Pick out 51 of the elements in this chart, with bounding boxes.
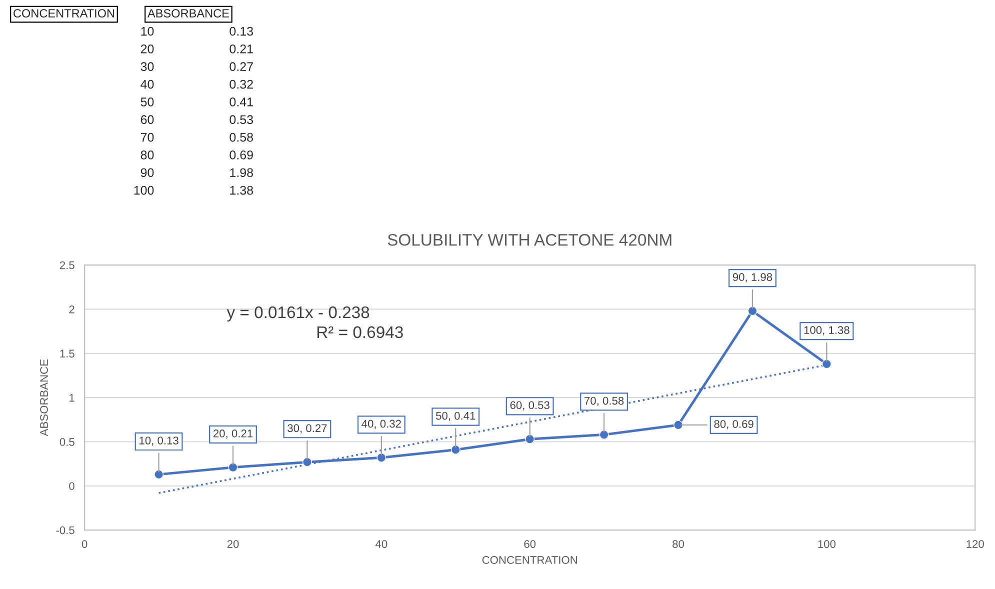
data-label: 100, 1.38 <box>804 326 850 336</box>
x-tick-label: 60 <box>524 540 536 548</box>
y-tick-label: 2 <box>69 305 74 314</box>
point <box>525 434 535 444</box>
x-tick-label: 120 <box>966 540 984 548</box>
y-axis-title: ABSORBANCE <box>40 359 48 436</box>
text: 20 0.21 <box>140 44 253 54</box>
text: 90 1.98 <box>140 168 253 178</box>
text: CONCENTRATION <box>14 9 114 18</box>
point <box>450 444 460 454</box>
annotation: y = 0.0161x - 0.238 <box>226 306 370 322</box>
data-label: 40, 0.32 <box>362 420 401 429</box>
annotation: R² = 0.6943 <box>317 326 403 338</box>
data-label: 90, 1.98 <box>732 273 772 282</box>
point <box>154 470 164 480</box>
text: 30 0.27 <box>140 62 253 72</box>
text: ABSORBANCE <box>147 9 229 18</box>
text: 100 1.38 <box>134 186 253 195</box>
x-tick-label: 100 <box>818 540 836 548</box>
x-tick-label: 40 <box>375 540 388 548</box>
y-tick-label: 1.5 <box>60 350 74 358</box>
point <box>302 457 312 467</box>
y-tick-label: 1 <box>70 394 74 402</box>
data-label: 60, 0.53 <box>510 401 550 410</box>
point <box>599 430 609 440</box>
point <box>748 306 758 316</box>
text: 70 0.58 <box>140 132 253 142</box>
text: 40 0.32 <box>140 80 253 89</box>
text: 60 0.53 <box>140 115 253 124</box>
text: 50 0.41 <box>140 98 253 106</box>
data-label: 30, 0.27 <box>288 424 327 434</box>
text: 80 0.69 <box>140 150 253 160</box>
data-label: 20, 0.21 <box>213 430 253 439</box>
point <box>376 452 386 462</box>
data-label: 80, 0.69 <box>714 420 754 430</box>
x-tick-label: 0 <box>82 540 88 548</box>
point <box>228 462 238 472</box>
chart-title: SOLUBILITY WITH ACETONE 420NM <box>388 234 672 246</box>
y-tick-label: 0.5 <box>60 438 74 446</box>
point <box>822 359 832 369</box>
x-axis-title: CONCENTRATION <box>482 556 577 564</box>
data-label: 50, 0.41 <box>436 412 476 422</box>
data-label: 10, 0.13 <box>140 436 178 446</box>
x-tick-label: 80 <box>672 540 684 548</box>
text: 10 0.13 <box>141 26 253 36</box>
y-tick-label: 0 <box>69 482 74 490</box>
data-label: 70, 0.58 <box>584 396 624 406</box>
y-tick-label: -0.5 <box>56 526 74 534</box>
y-tick-label: 2.5 <box>60 261 74 270</box>
point <box>674 420 684 430</box>
x-tick-label: 20 <box>227 540 239 548</box>
